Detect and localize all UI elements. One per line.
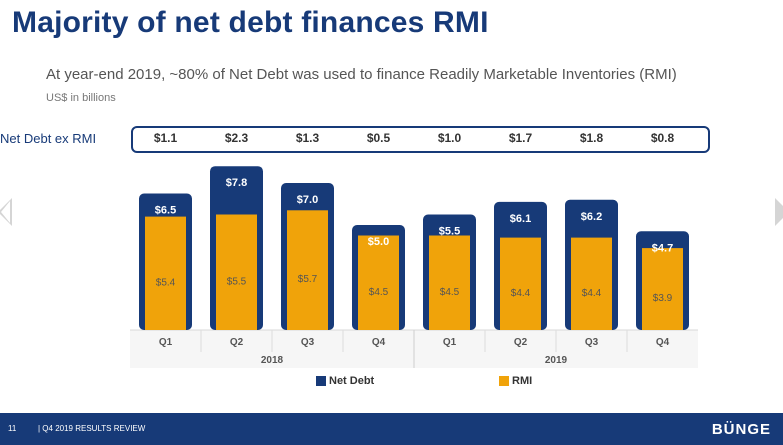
data-label-net-debt: $5.5 [439,226,460,238]
net-debt-ex-rmi-value: $2.3 [224,131,249,145]
data-label-net-debt: $4.7 [652,242,673,254]
x-tick-label: Q4 [372,337,386,348]
data-label-rmi: $4.4 [582,288,602,299]
data-label-rmi: $4.5 [440,287,460,298]
data-label-rmi: $5.4 [156,277,176,288]
footer-text: | Q4 2019 RESULTS REVIEW [38,424,146,433]
bar-rmi [358,235,399,330]
data-label-net-debt: $6.5 [155,205,176,217]
footer-bar: 11 | Q4 2019 RESULTS REVIEW BÜNGE [0,413,783,445]
data-label-net-debt: $5.0 [368,236,389,248]
bar-rmi [500,237,541,330]
x-tick-label: Q3 [585,337,599,348]
units-label: US$ in billions [46,92,116,104]
page-title: Majority of net debt finances RMI [12,6,489,39]
data-label-rmi: $4.4 [511,288,531,299]
legend-swatch-net-debt [316,376,326,386]
page-number: 11 [8,424,17,433]
data-label-net-debt: $7.0 [297,194,318,206]
data-label-rmi: $4.5 [369,287,389,298]
bunge-logo: BÜNGE [711,421,771,438]
data-label-net-debt: $6.1 [510,213,531,225]
legend-label-rmi: RMI [512,375,533,387]
page-subtitle: At year-end 2019, ~80% of Net Debt was u… [46,66,677,83]
x-tick-label: Q2 [514,337,528,348]
bar-rmi [429,235,470,330]
data-label-net-debt: $6.2 [581,211,602,223]
year-group-label: 2018 [261,355,284,366]
bar-rmi [571,237,612,330]
previous-slide-arrow-icon[interactable] [0,198,12,226]
net-debt-ex-rmi-value: $0.8 [650,131,675,145]
legend-swatch-rmi [499,376,509,386]
next-slide-arrow-icon[interactable] [775,198,783,226]
legend-label-net-debt: Net Debt [329,375,375,387]
net-debt-ex-rmi-value: $1.3 [295,131,320,145]
data-label-rmi: $5.5 [227,276,247,287]
net-debt-ex-rmi-value: $1.1 [153,131,178,145]
x-tick-label: Q2 [230,337,244,348]
legend-item-net-debt: Net Debt [316,375,374,387]
net-debt-ex-rmi-value: $1.7 [508,131,533,145]
x-tick-label: Q1 [159,337,173,348]
net-debt-ex-rmi-value: $1.0 [437,131,462,145]
bar-rmi [145,216,186,330]
net-debt-ex-rmi-value: $0.5 [366,131,391,145]
net-debt-ex-rmi-value: $1.8 [579,131,604,145]
net-debt-ex-rmi-label: Net Debt ex RMI [0,131,97,146]
x-tick-label: Q4 [656,337,670,348]
x-tick-label: Q1 [443,337,457,348]
bar-rmi [642,248,683,330]
x-tick-label: Q3 [301,337,315,348]
net-debt-chart: $6.5 $5.4 Q1 $7.8 $5.5 Q2 $7.0 $5.7 Q3 $5.0 $4.5 Q4… [130,166,698,368]
year-group-label: 2019 [545,355,568,366]
legend-item-rmi: RMI [499,375,532,387]
data-label-rmi: $3.9 [653,293,673,304]
data-label-net-debt: $7.8 [226,177,247,189]
data-label-rmi: $5.7 [298,274,318,285]
bar-rmi [216,214,257,330]
bar-rmi [287,210,328,330]
net-debt-ex-rmi-box [131,126,710,153]
